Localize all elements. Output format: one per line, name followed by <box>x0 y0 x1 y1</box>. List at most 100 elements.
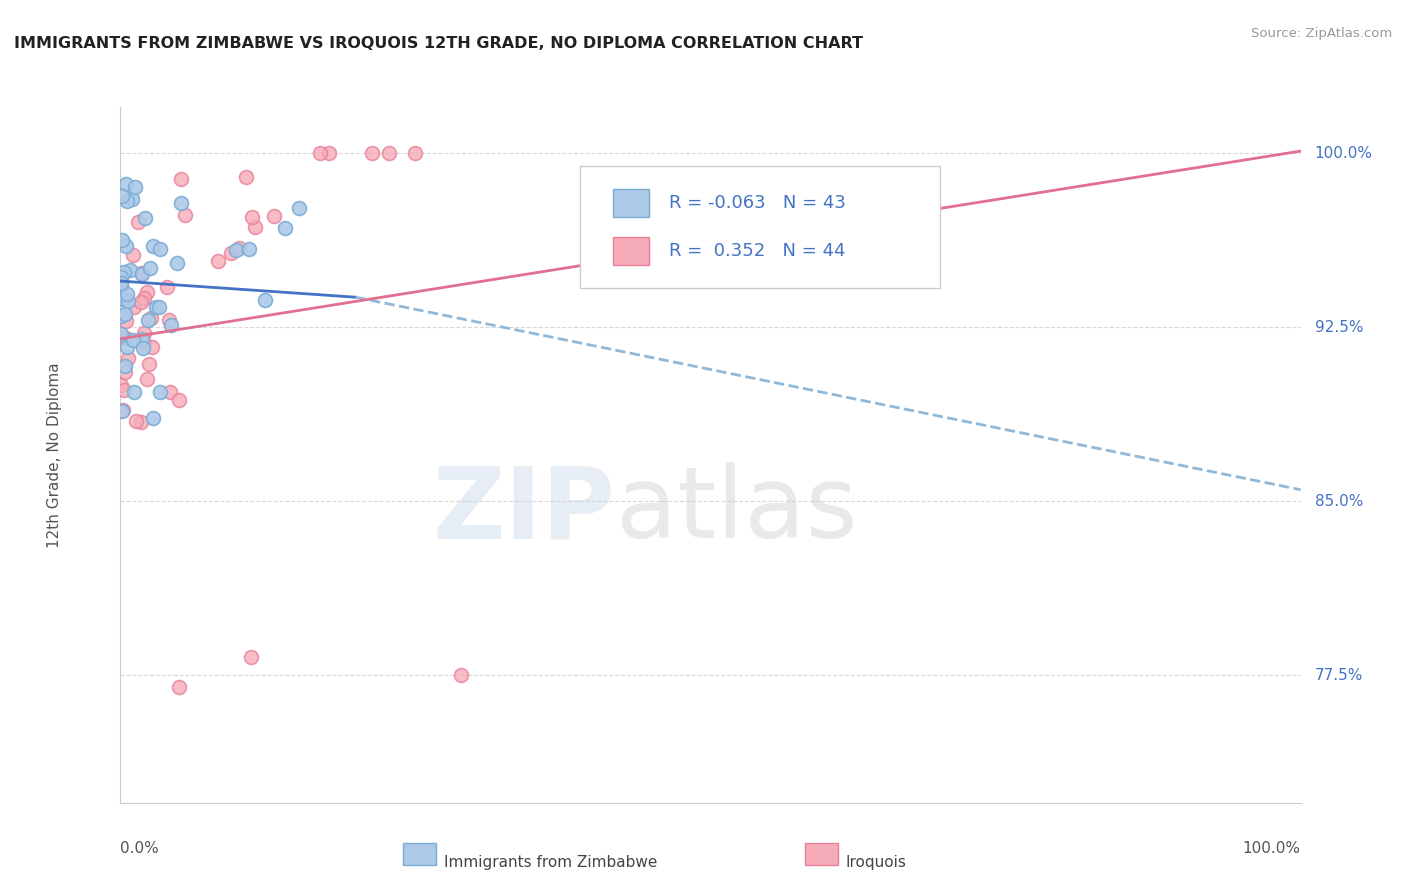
Point <box>221 245 243 260</box>
Point <box>112 384 135 398</box>
Point <box>110 329 132 343</box>
Point <box>114 307 136 321</box>
Text: 100.0%: 100.0% <box>1315 146 1372 161</box>
Point <box>122 385 145 400</box>
Point <box>170 195 193 210</box>
Point <box>238 242 260 256</box>
Point <box>110 279 132 293</box>
Point <box>240 210 263 224</box>
Text: Source: ZipAtlas.com: Source: ZipAtlas.com <box>1251 27 1392 40</box>
Point <box>309 146 332 161</box>
Text: IMMIGRANTS FROM ZIMBABWE VS IROQUOIS 12TH GRADE, NO DIPLOMA CORRELATION CHART: IMMIGRANTS FROM ZIMBABWE VS IROQUOIS 12T… <box>14 36 863 51</box>
Text: 77.5%: 77.5% <box>1315 668 1362 682</box>
Point <box>159 318 181 332</box>
Text: 0.0%: 0.0% <box>120 841 159 856</box>
Point <box>121 333 143 347</box>
Text: atlas: atlas <box>616 462 858 559</box>
Point <box>110 327 132 342</box>
Point <box>127 215 149 229</box>
Point <box>149 384 172 399</box>
Text: ZIP: ZIP <box>433 462 616 559</box>
Point <box>115 340 138 354</box>
Point <box>318 146 340 161</box>
Point <box>254 293 277 307</box>
Point <box>115 287 138 301</box>
Point <box>131 332 153 346</box>
Point <box>114 331 136 345</box>
Point <box>139 310 162 325</box>
Point <box>110 277 132 291</box>
Point <box>404 146 426 161</box>
Point <box>136 313 159 327</box>
Point <box>159 385 181 400</box>
Point <box>117 351 139 365</box>
Point <box>263 209 285 223</box>
Point <box>139 260 162 275</box>
Point <box>112 265 135 279</box>
Bar <box>613 237 648 265</box>
Point <box>166 256 188 270</box>
Bar <box>613 189 648 218</box>
Point <box>141 340 163 354</box>
Point <box>134 326 156 341</box>
Point <box>122 300 145 314</box>
Point <box>115 194 138 208</box>
FancyBboxPatch shape <box>581 166 941 288</box>
Point <box>145 300 167 314</box>
Point <box>361 146 384 161</box>
Text: R =  0.352   N = 44: R = 0.352 N = 44 <box>669 242 845 260</box>
Point <box>167 393 190 408</box>
Text: 100.0%: 100.0% <box>1243 841 1301 856</box>
Text: 12th Grade, No Diploma: 12th Grade, No Diploma <box>46 362 62 548</box>
Bar <box>404 843 436 865</box>
Point <box>111 188 134 202</box>
Point <box>138 357 160 371</box>
Point <box>124 414 146 428</box>
Point <box>129 415 152 429</box>
Point <box>378 146 401 161</box>
Point <box>129 266 152 280</box>
Point <box>117 294 139 309</box>
Point <box>111 292 134 306</box>
Text: 92.5%: 92.5% <box>1315 320 1364 334</box>
Point <box>134 292 156 306</box>
Point <box>207 254 229 268</box>
Point <box>142 411 165 425</box>
Point <box>245 220 267 235</box>
Point <box>148 242 170 256</box>
Point <box>120 263 142 277</box>
Point <box>121 248 143 262</box>
Point <box>225 243 247 257</box>
Point <box>112 402 135 417</box>
Point <box>156 279 179 293</box>
Point <box>124 179 146 194</box>
Bar <box>804 843 838 865</box>
Point <box>142 239 165 253</box>
Point <box>110 270 132 285</box>
Point <box>111 233 134 247</box>
Point <box>110 378 132 392</box>
Point <box>274 220 297 235</box>
Text: R = -0.063   N = 43: R = -0.063 N = 43 <box>669 194 845 212</box>
Point <box>129 295 152 310</box>
Point <box>157 313 180 327</box>
Point <box>110 309 132 323</box>
Point <box>450 668 472 682</box>
Point <box>121 192 143 206</box>
Point <box>132 342 155 356</box>
Point <box>174 209 197 223</box>
Point <box>114 365 136 379</box>
Point <box>114 359 136 373</box>
Point <box>115 239 138 253</box>
Point <box>235 169 257 184</box>
Point <box>135 372 157 386</box>
Point <box>136 285 159 299</box>
Point <box>115 177 138 191</box>
Point <box>170 172 193 186</box>
Point <box>134 336 156 351</box>
Point <box>148 300 170 314</box>
Point <box>228 241 250 255</box>
Text: 85.0%: 85.0% <box>1315 494 1362 508</box>
Point <box>288 201 311 215</box>
Point <box>131 267 153 281</box>
